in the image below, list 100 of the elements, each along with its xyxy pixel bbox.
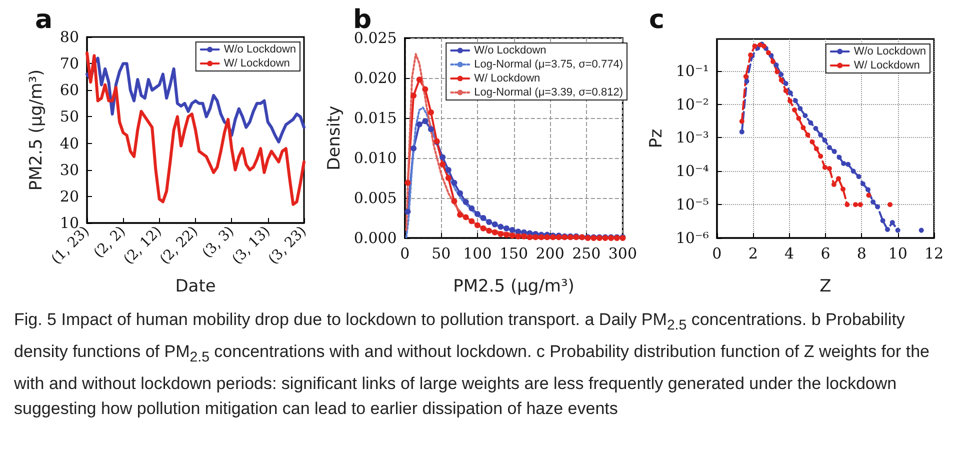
point	[440, 154, 446, 160]
x-axis-title: Date	[175, 276, 216, 296]
point	[888, 202, 893, 208]
point	[788, 90, 793, 96]
y-tick-label: 10⁻²	[676, 95, 709, 114]
x-tick-label: 6	[820, 244, 830, 262]
point	[498, 231, 504, 237]
x-tick-label: 250	[572, 244, 601, 262]
point	[480, 225, 486, 232]
point	[870, 199, 876, 204]
y-tick-label: 0.000	[354, 229, 397, 247]
y-tick-label: 40	[60, 134, 79, 152]
point	[532, 234, 539, 240]
point	[844, 202, 850, 208]
point	[744, 78, 750, 84]
point	[800, 125, 806, 130]
x-tick-label: 0	[400, 244, 410, 262]
point	[832, 148, 837, 154]
legend-label: W/o Lockdown	[854, 46, 926, 58]
point	[752, 44, 758, 49]
x-tick-label: 50	[432, 244, 451, 262]
point	[846, 162, 851, 167]
y-tick-label: 0.020	[354, 69, 397, 87]
point	[492, 221, 498, 228]
point	[783, 88, 788, 94]
point	[404, 208, 411, 215]
point	[410, 92, 417, 99]
y-tick-label: 0.005	[354, 189, 397, 207]
point	[822, 164, 828, 170]
point	[856, 174, 862, 180]
point	[836, 176, 841, 182]
line-series	[86, 51, 306, 206]
y-tick-label: 10⁻⁵	[676, 196, 709, 214]
x-tick-label: 12	[924, 244, 944, 262]
point	[810, 139, 815, 144]
point	[875, 204, 880, 210]
point	[451, 180, 458, 186]
y-tick-label: 20	[60, 187, 79, 206]
point	[860, 181, 866, 186]
point	[895, 228, 900, 233]
point	[774, 69, 780, 74]
x-axis-title: PM2.5 (μg/m³)	[453, 276, 574, 296]
point	[743, 74, 748, 79]
y-tick-label: 70	[60, 54, 79, 73]
point	[509, 227, 516, 233]
point	[504, 232, 510, 238]
point	[422, 86, 428, 92]
point	[918, 228, 924, 233]
point	[515, 233, 522, 240]
point	[520, 233, 527, 240]
legend-label: Log-Normal (μ=3.75, σ=0.774)	[474, 58, 624, 70]
point	[492, 229, 498, 236]
x-tick-label: 0	[712, 244, 722, 262]
point	[818, 154, 824, 159]
point	[885, 226, 890, 232]
point	[457, 190, 464, 196]
y-tick-label: 30	[60, 160, 79, 179]
x-tick-label: 4	[784, 244, 794, 262]
legend-label: Log-Normal (μ=3.39, σ=0.812)	[474, 86, 624, 98]
point	[798, 106, 803, 111]
point	[866, 192, 872, 198]
legend-label: W/o Lockdown	[474, 44, 546, 56]
point	[840, 186, 846, 192]
point	[739, 129, 744, 134]
legend-label: W/ Lockdown	[224, 58, 290, 70]
point	[770, 59, 776, 64]
x-tick-label: 8	[856, 244, 866, 262]
point	[778, 72, 784, 77]
point	[792, 98, 798, 104]
y-tick-label: 10⁻¹	[676, 62, 709, 80]
point	[805, 132, 810, 138]
point	[468, 218, 475, 224]
x-tick-label: 2	[748, 244, 758, 262]
point	[474, 222, 480, 228]
point	[802, 113, 808, 118]
point	[474, 211, 480, 217]
point	[404, 180, 411, 186]
chart-title: c	[649, 5, 664, 35]
point	[462, 214, 469, 220]
point	[865, 187, 870, 192]
y-axis-title: PM2.5 (μg/m³)	[26, 69, 46, 191]
point	[498, 224, 504, 230]
point	[766, 50, 771, 56]
point	[788, 98, 792, 104]
point	[792, 107, 798, 112]
x-tick-label: 100	[463, 244, 492, 262]
point	[778, 78, 784, 83]
point	[445, 167, 452, 173]
point	[836, 154, 842, 160]
legend-label: W/o Lockdown	[224, 44, 296, 56]
point	[850, 168, 856, 174]
y-tick-label: 60	[60, 81, 79, 100]
x-tick-label: 150	[499, 244, 528, 262]
y-tick-label: 10⁻⁶	[676, 229, 709, 247]
y-tick-label: 10⁻⁴	[676, 162, 709, 180]
point	[416, 76, 422, 83]
point	[480, 215, 486, 221]
point	[813, 126, 818, 131]
point	[462, 199, 469, 205]
point	[880, 218, 886, 224]
